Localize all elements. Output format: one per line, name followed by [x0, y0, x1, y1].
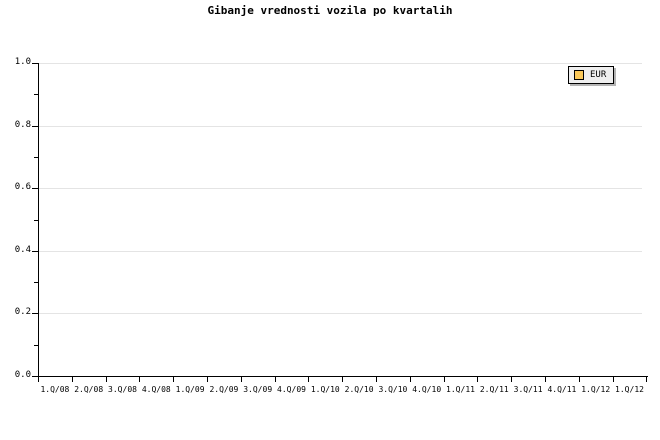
y-axis-minor-tick: [34, 219, 38, 221]
x-axis-tick: [511, 377, 512, 382]
x-axis-tick: [275, 377, 276, 382]
x-axis-tick-label: 1.Q/12: [581, 385, 611, 394]
y-axis-line: [38, 63, 39, 377]
x-axis-tick-label: 2.Q/11: [479, 385, 509, 394]
x-axis-tick: [308, 377, 309, 382]
x-axis-tick: [477, 377, 478, 382]
x-axis-tick-label: 1.Q/08: [40, 385, 70, 394]
y-axis-tick-label: 0.2: [14, 307, 31, 318]
gridline: [38, 188, 642, 190]
x-axis-tick-label: 4.Q/10: [412, 385, 442, 394]
x-axis-tick: [376, 377, 377, 382]
x-axis-tick: [173, 377, 174, 382]
x-axis-tick: [410, 377, 411, 382]
x-axis-tick: [207, 377, 208, 382]
legend-item-eur: EUR: [574, 70, 606, 80]
y-axis-tick: [32, 63, 38, 64]
y-axis-tick-labels: 0.0 0.2 0.4 0.6 0.8 1.0: [0, 0, 31, 440]
x-axis-tick: [613, 377, 614, 382]
x-axis-tick-label: 2.Q/10: [344, 385, 374, 394]
gridline: [38, 250, 642, 252]
x-axis-tick: [545, 377, 546, 382]
y-axis-tick: [32, 376, 38, 377]
x-axis-tick-label: 3.Q/10: [378, 385, 408, 394]
chart-legend: EUR: [568, 66, 615, 84]
y-axis-minor-tick: [34, 94, 38, 96]
gridline: [38, 125, 642, 127]
x-axis-tick: [72, 377, 73, 382]
chart-title: Gibanje vrednosti vozila po kvartalih: [207, 4, 453, 17]
y-axis-tick-label: 0.8: [14, 119, 31, 130]
x-axis-tick: [646, 377, 647, 382]
x-axis-tick: [241, 377, 242, 382]
legend-color-swatch-icon: [574, 70, 584, 80]
y-axis-tick: [32, 313, 38, 315]
gridline: [38, 63, 642, 64]
x-axis-tick-label: 3.Q/11: [513, 385, 543, 394]
y-axis-tick: [32, 250, 38, 252]
gridline: [38, 313, 642, 315]
x-axis-tick-label: 1.Q/09: [175, 385, 205, 394]
y-axis-minor-tick: [34, 282, 38, 284]
x-axis-tick-label: 1.Q/12: [615, 385, 644, 394]
y-axis-tick: [32, 125, 38, 127]
x-axis-tick-label: 4.Q/11: [547, 385, 577, 394]
x-axis-tick-label: 3.Q/09: [243, 385, 273, 394]
x-axis-tick-label: 1.Q/10: [310, 385, 340, 394]
x-axis-tick: [444, 377, 445, 382]
x-axis-tick: [579, 377, 580, 382]
x-axis-tick-label: 1.Q/11: [446, 385, 475, 394]
x-axis-tick: [38, 377, 39, 382]
x-axis-tick-label: 4.Q/08: [141, 385, 171, 394]
y-axis-tick-label: 0.6: [14, 182, 31, 193]
x-axis-tick: [342, 377, 343, 382]
x-axis-tick-label: 4.Q/09: [277, 385, 306, 394]
x-axis-tick-label: 3.Q/08: [108, 385, 137, 394]
y-axis-tick-label: 0.4: [14, 244, 31, 255]
x-axis-tick: [139, 377, 140, 382]
x-axis-line: [38, 376, 648, 377]
x-axis-tick: [106, 377, 107, 382]
y-axis-minor-tick: [34, 344, 38, 346]
y-axis-minor-tick: [34, 156, 38, 158]
legend-item-label: EUR: [590, 69, 607, 80]
y-axis-tick-label: 1.0: [14, 57, 31, 67]
x-axis-tick-label: 2.Q/09: [209, 385, 239, 394]
plot-area: [38, 63, 642, 376]
y-axis-tick-label: 0.0: [14, 370, 31, 380]
y-axis-tick: [32, 188, 38, 190]
x-axis-tick-label: 2.Q/08: [74, 385, 104, 394]
